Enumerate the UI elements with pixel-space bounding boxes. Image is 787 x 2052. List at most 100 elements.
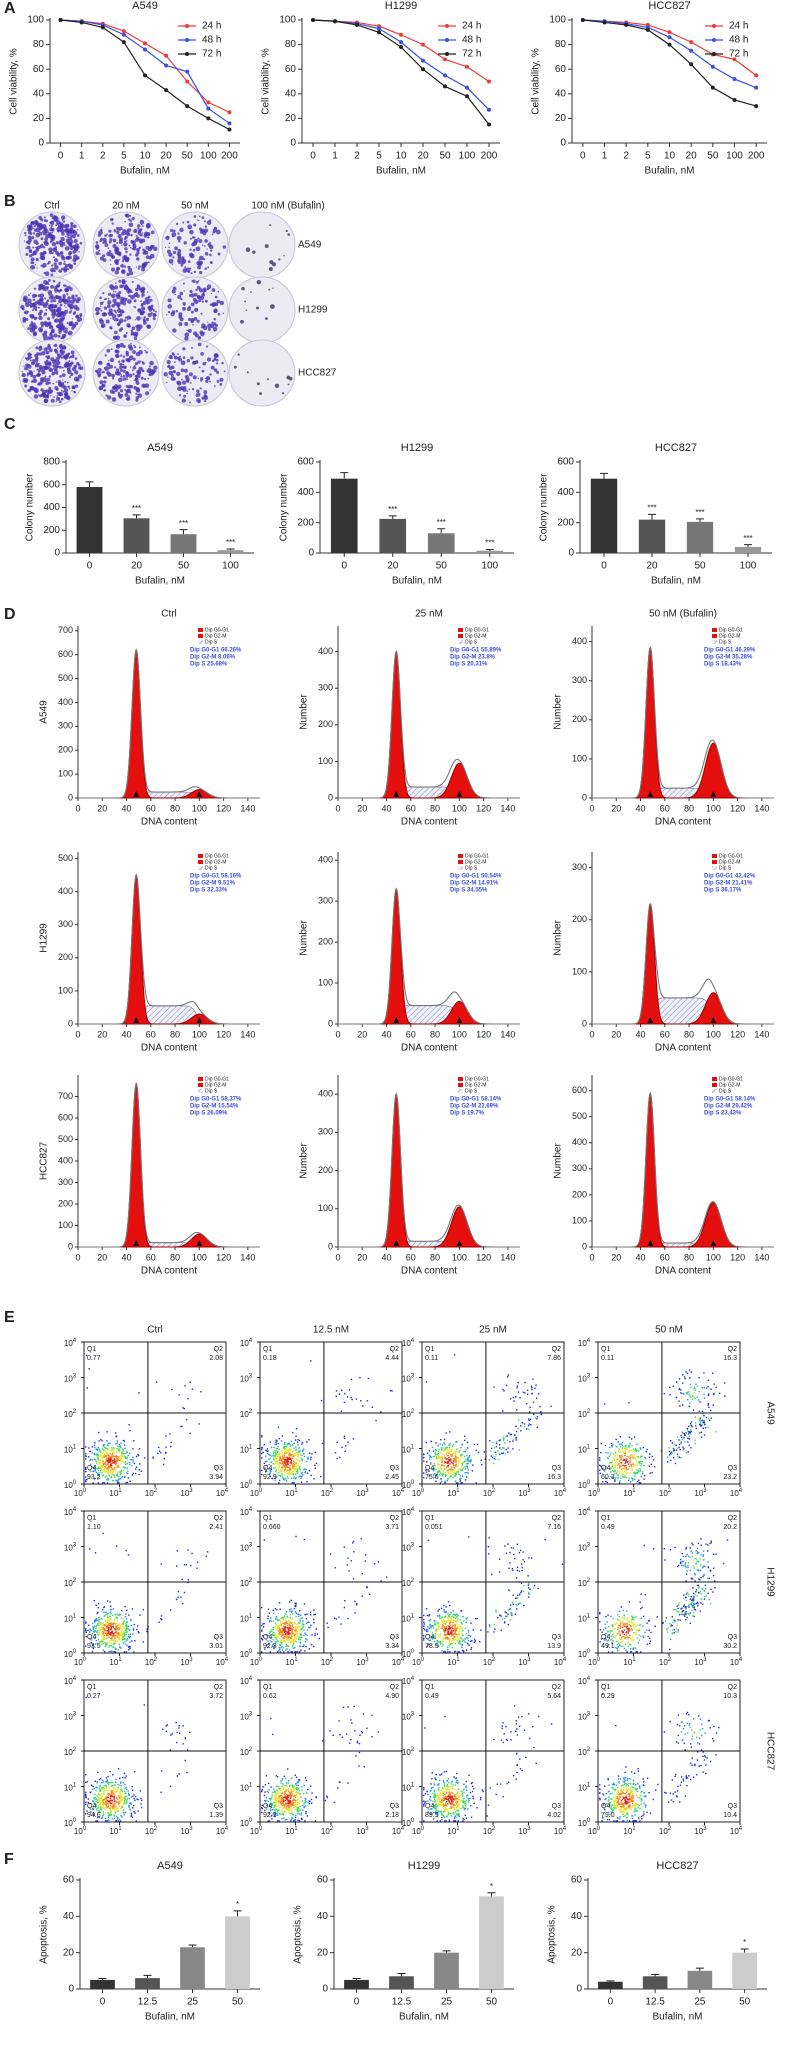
colony-dot: [268, 289, 270, 291]
colony-dot: [120, 369, 123, 372]
y-tick-label: 300: [58, 721, 73, 731]
legend-marker: [445, 24, 449, 28]
colony-dot: [197, 265, 201, 269]
event-dot: [481, 1460, 482, 1461]
legend-swatch: [712, 640, 717, 644]
colony-dot: [56, 249, 57, 250]
y-tick-label: 300: [58, 1177, 73, 1187]
event-dot: [447, 1462, 448, 1463]
colony-dot: [52, 220, 54, 222]
event-dot: [97, 1456, 98, 1457]
data-point: [689, 40, 693, 44]
event-dot: [116, 1467, 117, 1468]
event-dot: [708, 1380, 709, 1381]
colony-dot: [141, 317, 142, 318]
event-dot: [459, 1458, 460, 1459]
colony-dot: [27, 229, 30, 232]
event-dot: [108, 1443, 109, 1444]
event-dot: [344, 1402, 345, 1403]
colony-dot: [120, 389, 123, 392]
event-dot: [98, 1617, 99, 1618]
colony-dot: [172, 328, 176, 332]
event-dot: [688, 1391, 689, 1392]
colony-dot: [77, 317, 82, 322]
colony-dot: [95, 251, 99, 255]
event-dot: [673, 1448, 674, 1449]
colony-dot: [150, 246, 153, 249]
panel-letter: F: [4, 1851, 14, 1868]
event-dot: [436, 1457, 437, 1458]
colony-dot: [77, 315, 78, 316]
event-dot: [699, 1419, 700, 1420]
y-tick-label: 700: [58, 1091, 73, 1101]
colony-dot: [185, 375, 189, 379]
event-dot: [622, 1449, 623, 1450]
event-dot: [103, 1452, 104, 1453]
event-dot: [274, 1452, 275, 1453]
event-dot: [630, 1455, 631, 1456]
y-axis-label: Apoptosis, %: [293, 1905, 304, 1963]
event-dot: [125, 1464, 126, 1465]
event-dot: [632, 1455, 633, 1456]
event-dot: [622, 1476, 623, 1477]
colony-dot: [176, 381, 180, 385]
tick-exponent: 3: [411, 1373, 415, 1379]
event-dot: [477, 1444, 478, 1445]
event-dot: [107, 1616, 108, 1617]
colony-dot: [33, 240, 37, 244]
event-dot: [85, 1456, 86, 1457]
colony-dot: [182, 388, 186, 392]
event-dot: [106, 1479, 107, 1480]
event-dot: [107, 1614, 108, 1615]
event-dot: [423, 1453, 424, 1454]
event-dot: [462, 1470, 463, 1471]
event-dot: [278, 1426, 279, 1427]
event-dot: [634, 1458, 635, 1459]
data-point: [754, 86, 758, 90]
event-dot: [274, 1467, 275, 1468]
cycle-stat: Dip G2-M 23.8%: [450, 655, 496, 661]
colony-dot: [172, 235, 174, 237]
y-tick-label: 100: [572, 966, 587, 976]
event-dot: [120, 1445, 121, 1446]
event-dot: [617, 1464, 618, 1465]
colony-dot: [166, 382, 167, 383]
legend-label: Dip S: [205, 1088, 218, 1094]
colony-dot: [28, 373, 30, 375]
s-phase: [338, 1006, 520, 1024]
data-point: [733, 98, 737, 102]
row-label: A549: [39, 700, 50, 724]
x-tick-label: 40: [382, 1029, 392, 1039]
colony-dot: [182, 302, 185, 305]
x-tick-label: 80: [684, 1029, 694, 1039]
event-dot: [109, 1443, 110, 1444]
event-dot: [691, 1431, 692, 1432]
event-dot: [436, 1469, 437, 1470]
event-dot: [163, 1464, 164, 1465]
colony-dot: [118, 291, 121, 294]
colony-dot: [198, 343, 202, 347]
y-tick-label: 300: [318, 896, 333, 906]
event-dot: [102, 1449, 103, 1450]
event-dot: [441, 1452, 442, 1453]
y-tick-label: 100: [572, 1215, 587, 1225]
event-dot: [353, 1438, 354, 1439]
colony-dot: [70, 325, 72, 327]
event-dot: [539, 1406, 540, 1407]
colony-dot: [30, 386, 34, 390]
colony-dot: [31, 362, 35, 366]
event-dot: [113, 1462, 114, 1463]
colony-dot: [134, 299, 137, 302]
colony-dot: [136, 316, 141, 321]
colony-dot: [61, 357, 63, 359]
colony-dot: [76, 256, 79, 259]
colony-dot: [178, 358, 182, 362]
colony-dot: [29, 323, 34, 328]
event-dot: [267, 1448, 268, 1449]
event-dot: [501, 1453, 502, 1454]
event-dot: [90, 1451, 91, 1452]
event-dot: [279, 1460, 280, 1461]
event-dot: [126, 1458, 127, 1459]
event-dot: [85, 1628, 86, 1629]
x-tick-label: 100: [200, 151, 217, 162]
